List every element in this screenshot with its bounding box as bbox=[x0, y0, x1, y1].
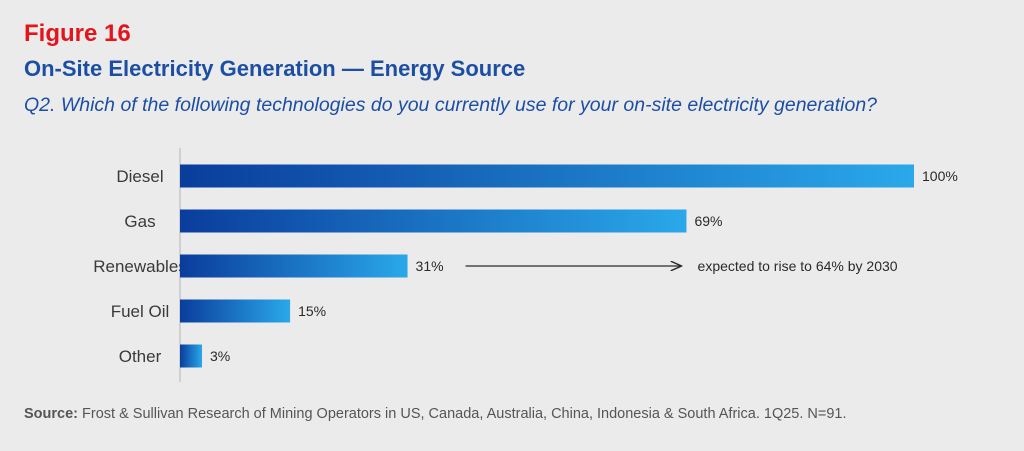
value-label-other: 3% bbox=[210, 348, 230, 364]
source-note: Source: Frost & Sullivan Research of Min… bbox=[24, 406, 847, 422]
value-label-gas: 69% bbox=[694, 213, 722, 229]
category-label-other: Other bbox=[119, 347, 162, 366]
survey-question: Q2. Which of the following technologies … bbox=[24, 94, 878, 116]
category-label-renewables: Renewables bbox=[93, 257, 187, 276]
bar-chart: Diesel 100% Gas 69% Renewables 31% expected to… bbox=[93, 148, 958, 382]
bar-diesel bbox=[180, 164, 914, 188]
category-label-diesel: Diesel bbox=[116, 167, 163, 186]
source-prefix: Source: bbox=[24, 406, 78, 422]
bar-fuel-oil bbox=[180, 299, 291, 323]
figure-label: Figure 16 bbox=[24, 20, 131, 47]
category-label-gas: Gas bbox=[124, 212, 155, 231]
value-label-diesel: 100% bbox=[922, 168, 958, 184]
value-label-renewables: 31% bbox=[416, 258, 444, 274]
chart-title: On-Site Electricity Generation — Energy … bbox=[24, 56, 526, 81]
source-text: Frost & Sullivan Research of Mining Oper… bbox=[82, 406, 847, 422]
bar-gas bbox=[180, 209, 687, 233]
annotation-text: expected to rise to 64% by 2030 bbox=[698, 258, 898, 274]
category-label-fuel-oil: Fuel Oil bbox=[111, 302, 170, 321]
value-label-fuel-oil: 15% bbox=[298, 303, 326, 319]
bar-other bbox=[180, 344, 203, 368]
bar-renewables bbox=[180, 254, 408, 278]
